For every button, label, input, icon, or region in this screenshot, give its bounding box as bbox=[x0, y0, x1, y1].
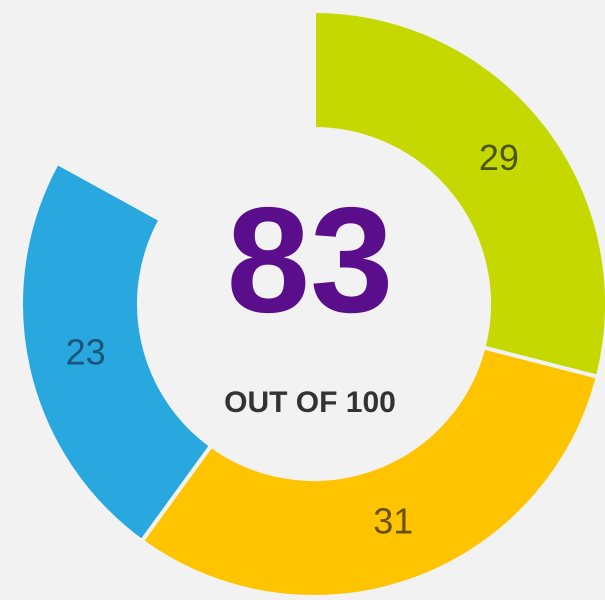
segment-label: 31 bbox=[373, 501, 413, 542]
center-value: 83 bbox=[227, 176, 394, 344]
segment bbox=[19, 160, 214, 544]
segment-label: 23 bbox=[66, 332, 106, 373]
segment bbox=[138, 345, 601, 599]
caption-text: OUT OF bbox=[224, 386, 337, 419]
segments bbox=[19, 8, 605, 599]
segment-label: 29 bbox=[479, 137, 519, 178]
segment bbox=[312, 8, 605, 380]
center-caption: OUT OF 100 bbox=[224, 386, 396, 419]
caption-total: 100 bbox=[346, 386, 396, 419]
